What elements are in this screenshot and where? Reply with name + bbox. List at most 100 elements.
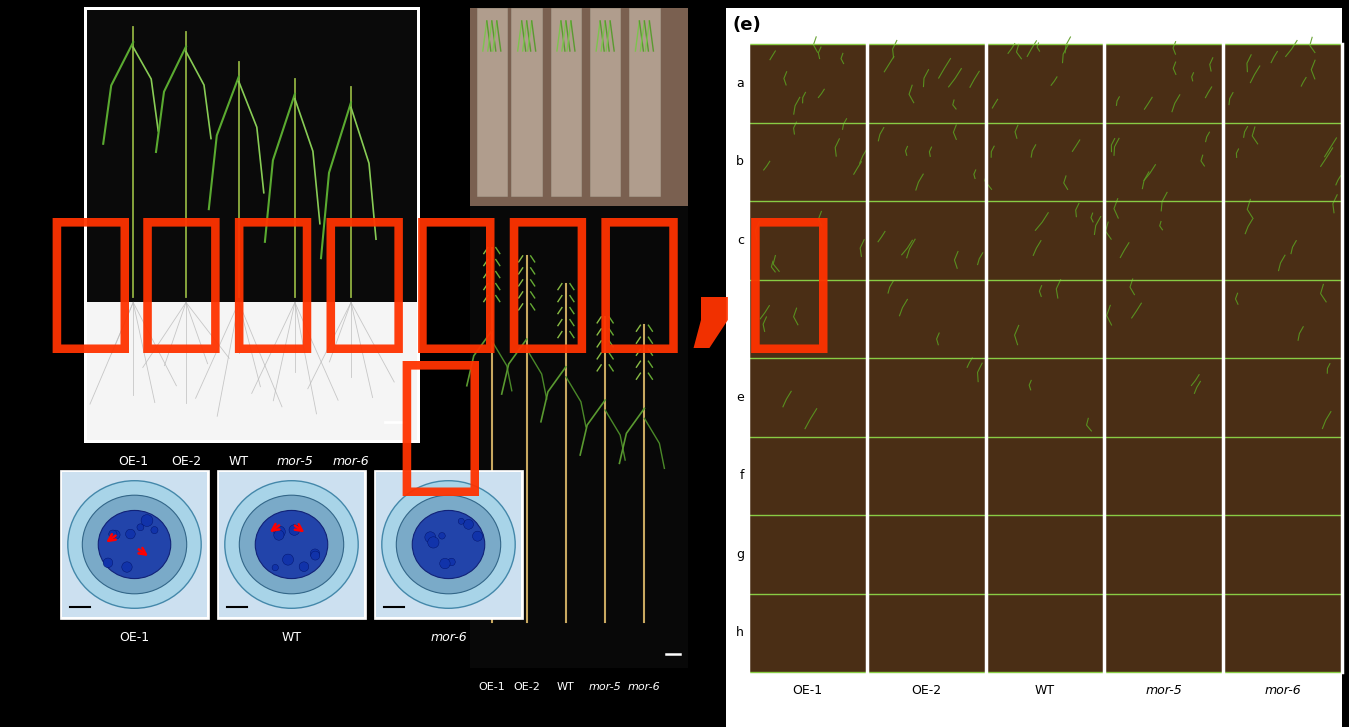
Bar bbox=[1224, 436, 1342, 515]
Bar bbox=[476, 8, 507, 196]
Bar bbox=[1224, 358, 1342, 436]
Bar bbox=[629, 8, 660, 196]
Ellipse shape bbox=[225, 481, 359, 608]
Bar bbox=[1105, 44, 1224, 123]
Bar bbox=[1224, 515, 1342, 593]
Bar bbox=[986, 515, 1105, 593]
Bar bbox=[986, 358, 1105, 436]
Bar bbox=[469, 8, 688, 668]
Text: mor-5: mor-5 bbox=[588, 682, 622, 692]
Circle shape bbox=[448, 558, 455, 566]
Bar bbox=[867, 515, 986, 593]
Text: mor-6: mor-6 bbox=[333, 455, 370, 468]
Bar bbox=[747, 515, 867, 593]
Text: mor-6: mor-6 bbox=[1264, 684, 1300, 697]
Bar bbox=[747, 279, 867, 358]
Text: mor-5: mor-5 bbox=[277, 455, 313, 468]
Bar bbox=[217, 470, 366, 619]
Circle shape bbox=[310, 549, 320, 558]
Bar bbox=[867, 123, 986, 201]
Text: OE-1: OE-1 bbox=[120, 631, 150, 644]
Circle shape bbox=[111, 530, 120, 539]
Bar bbox=[747, 44, 867, 123]
Circle shape bbox=[103, 558, 113, 568]
Text: WT: WT bbox=[1035, 684, 1055, 697]
Bar bbox=[86, 302, 417, 440]
Circle shape bbox=[274, 526, 286, 538]
Text: b: b bbox=[737, 156, 745, 168]
Text: OE-1: OE-1 bbox=[119, 455, 148, 468]
Bar bbox=[550, 8, 581, 196]
Text: WT: WT bbox=[282, 631, 302, 644]
Bar bbox=[986, 279, 1105, 358]
Text: mor-5: mor-5 bbox=[1145, 684, 1182, 697]
Circle shape bbox=[109, 530, 117, 538]
Bar bbox=[747, 436, 867, 515]
Circle shape bbox=[282, 554, 294, 565]
Bar bbox=[867, 201, 986, 279]
Bar bbox=[1224, 44, 1342, 123]
Bar bbox=[747, 123, 867, 201]
Ellipse shape bbox=[413, 510, 484, 579]
Bar bbox=[986, 593, 1105, 672]
Bar bbox=[986, 436, 1105, 515]
Text: WT: WT bbox=[557, 682, 575, 692]
Circle shape bbox=[440, 558, 451, 569]
Text: OE-2: OE-2 bbox=[171, 455, 201, 468]
Circle shape bbox=[459, 518, 464, 524]
Circle shape bbox=[138, 524, 144, 531]
Text: h: h bbox=[737, 626, 745, 639]
Ellipse shape bbox=[255, 510, 328, 579]
Bar bbox=[1105, 593, 1224, 672]
Bar bbox=[84, 7, 420, 443]
Ellipse shape bbox=[82, 495, 186, 594]
Bar bbox=[747, 201, 867, 279]
Bar bbox=[376, 472, 521, 617]
Circle shape bbox=[438, 533, 445, 539]
Bar bbox=[747, 593, 867, 672]
Circle shape bbox=[310, 551, 320, 560]
Ellipse shape bbox=[98, 510, 171, 579]
Circle shape bbox=[428, 537, 438, 548]
Circle shape bbox=[272, 564, 278, 571]
Bar bbox=[1105, 201, 1224, 279]
Text: OE-2: OE-2 bbox=[513, 682, 540, 692]
Bar bbox=[62, 472, 206, 617]
Text: mor-6: mor-6 bbox=[430, 631, 467, 644]
Text: a: a bbox=[737, 77, 745, 89]
Ellipse shape bbox=[397, 495, 500, 594]
Bar bbox=[86, 10, 417, 302]
Text: e: e bbox=[737, 390, 745, 403]
Circle shape bbox=[299, 562, 309, 571]
Text: OE-2: OE-2 bbox=[911, 684, 942, 697]
Circle shape bbox=[274, 530, 285, 540]
Circle shape bbox=[125, 529, 135, 539]
Bar bbox=[1105, 358, 1224, 436]
Bar bbox=[867, 436, 986, 515]
Bar bbox=[1224, 279, 1342, 358]
Bar bbox=[867, 593, 986, 672]
Bar bbox=[867, 358, 986, 436]
Circle shape bbox=[142, 515, 152, 526]
Circle shape bbox=[289, 525, 299, 535]
Text: (e): (e) bbox=[733, 16, 761, 34]
Text: g: g bbox=[737, 547, 745, 561]
Bar bbox=[469, 8, 688, 206]
Bar bbox=[1224, 201, 1342, 279]
Bar bbox=[374, 470, 523, 619]
Ellipse shape bbox=[382, 481, 515, 608]
Text: WT: WT bbox=[229, 455, 248, 468]
Text: mor-6: mor-6 bbox=[629, 682, 661, 692]
Bar bbox=[986, 44, 1105, 123]
Bar bbox=[1105, 436, 1224, 515]
Circle shape bbox=[472, 531, 483, 541]
Bar bbox=[867, 279, 986, 358]
Bar bbox=[867, 44, 986, 123]
Bar bbox=[1105, 279, 1224, 358]
Bar bbox=[219, 472, 364, 617]
Text: OE-1: OE-1 bbox=[792, 684, 823, 697]
Text: 天文学综合新闻,天
文: 天文学综合新闻,天 文 bbox=[45, 209, 835, 501]
Bar bbox=[590, 8, 621, 196]
Bar bbox=[1224, 593, 1342, 672]
Ellipse shape bbox=[239, 495, 344, 594]
